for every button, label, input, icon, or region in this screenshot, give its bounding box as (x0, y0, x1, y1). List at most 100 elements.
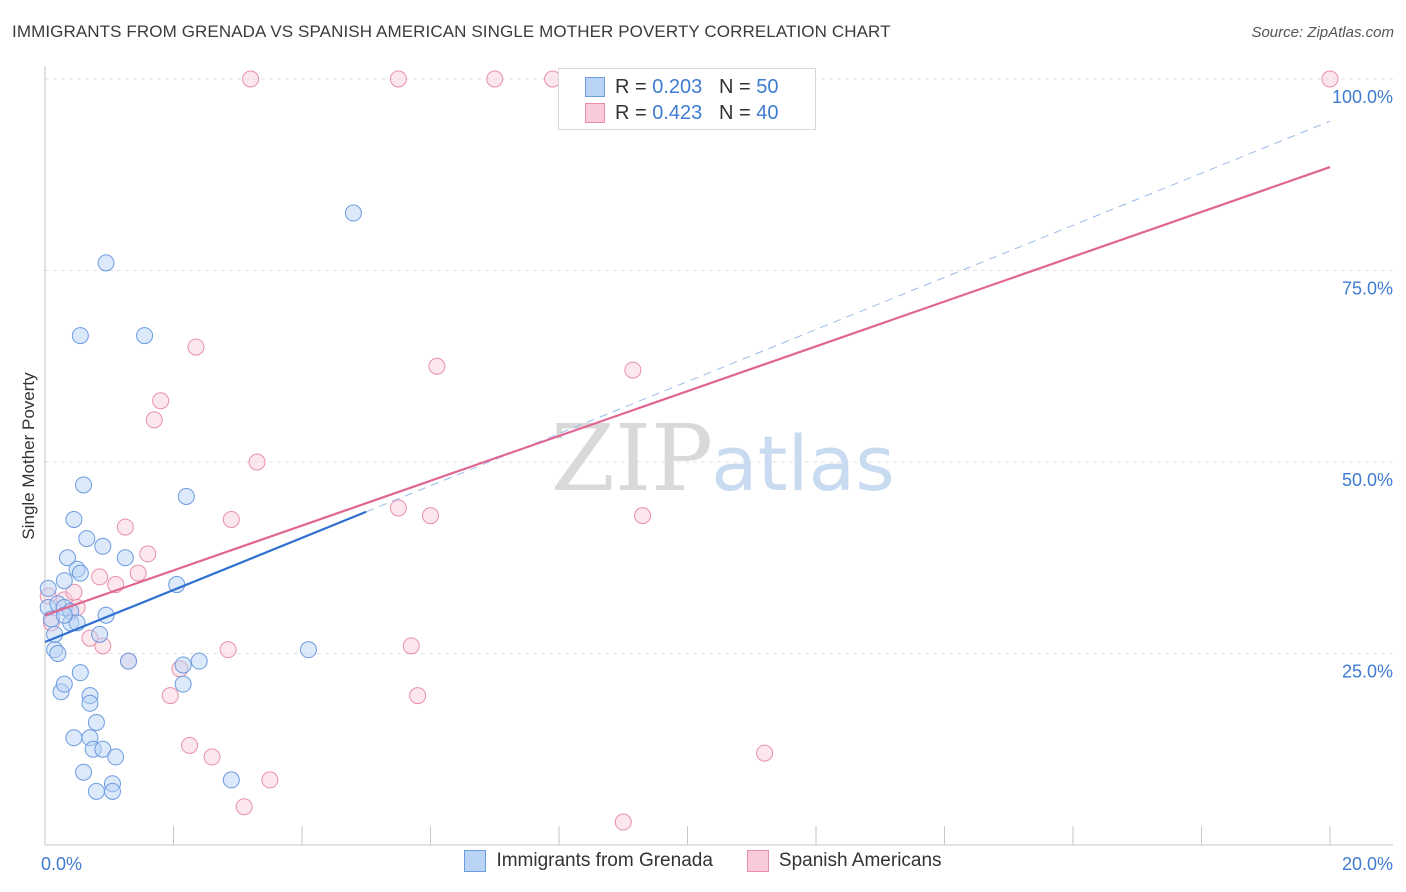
point-immigrants-from-grenada (55, 572, 73, 590)
point-spanish-americans (203, 748, 221, 766)
point-spanish-americans (242, 70, 260, 88)
point-immigrants-from-grenada (71, 327, 89, 345)
point-immigrants-from-grenada (174, 656, 192, 674)
point-spanish-americans (1321, 70, 1339, 88)
point-immigrants-from-grenada (39, 579, 57, 597)
point-immigrants-from-grenada (87, 713, 105, 731)
n-label: N = (718, 75, 751, 98)
point-spanish-americans (248, 453, 266, 471)
y-tick-label: 25.0% (1342, 662, 1393, 682)
point-immigrants-from-grenada (71, 564, 89, 582)
y-tick-labels: 25.0% 50.0% 75.0% 100.0% (1332, 87, 1393, 682)
point-spanish-americans (486, 70, 504, 88)
legend-swatch-pink (746, 850, 769, 872)
point-spanish-americans (116, 518, 134, 536)
point-immigrants-from-grenada (116, 549, 134, 567)
x-tick-labels: 0.0% 20.0% (41, 854, 1393, 874)
axes (44, 66, 1393, 846)
point-spanish-americans (139, 545, 157, 563)
point-immigrants-from-grenada (222, 771, 240, 789)
point-immigrants-from-grenada (103, 782, 121, 800)
point-immigrants-from-grenada (87, 782, 105, 800)
chart-title: IMMIGRANTS FROM GRENADA VS SPANISH AMERI… (12, 22, 891, 41)
point-spanish-americans (402, 637, 420, 655)
grid-lines (45, 78, 1393, 654)
point-immigrants-from-grenada (91, 625, 109, 643)
point-immigrants-from-grenada (94, 740, 112, 758)
legend-label: Spanish Americans (778, 850, 942, 871)
point-spanish-americans (624, 361, 642, 379)
point-immigrants-from-grenada (120, 652, 138, 670)
point-spanish-americans (145, 411, 163, 429)
legend-item-spanish[interactable]: Spanish Americans (746, 850, 942, 872)
point-immigrants-from-grenada (299, 641, 317, 659)
n-value: 40 (756, 101, 779, 124)
point-immigrants-from-grenada (81, 694, 99, 712)
point-spanish-americans (634, 507, 652, 525)
point-immigrants-from-grenada (94, 537, 112, 555)
point-spanish-americans (91, 568, 109, 586)
point-spanish-americans (756, 744, 774, 762)
point-immigrants-from-grenada (58, 549, 76, 567)
point-spanish-americans (389, 499, 407, 517)
n-label: N = (718, 101, 751, 124)
point-immigrants-from-grenada (49, 645, 67, 662)
trend-line-spanish-americans (44, 166, 1331, 617)
point-immigrants-from-grenada (78, 530, 96, 548)
r-label: R = (615, 101, 647, 124)
r-label: R = (615, 75, 647, 98)
point-spanish-americans (261, 771, 279, 789)
y-tick-label: 50.0% (1342, 470, 1393, 490)
point-immigrants-from-grenada (344, 204, 362, 222)
legend-label: Immigrants from Grenada (496, 850, 713, 871)
point-spanish-americans (235, 798, 253, 816)
point-immigrants-from-grenada (71, 664, 89, 682)
y-tick-label: 100.0% (1332, 87, 1393, 107)
point-spanish-americans (129, 564, 147, 582)
point-immigrants-from-grenada (65, 510, 83, 528)
point-immigrants-from-grenada (174, 675, 192, 693)
point-immigrants-from-grenada (55, 675, 73, 693)
point-immigrants-from-grenada (190, 652, 208, 670)
point-spanish-americans (422, 507, 439, 525)
point-spanish-americans (428, 357, 446, 375)
point-spanish-americans (222, 510, 240, 528)
point-spanish-americans (219, 641, 237, 659)
point-immigrants-from-grenada (97, 254, 115, 272)
point-spanish-americans (187, 338, 205, 356)
source-attribution: Source: ZipAtlas.com (1251, 24, 1394, 41)
point-spanish-americans (161, 687, 179, 705)
x-tick-label: 20.0% (1342, 854, 1393, 874)
point-immigrants-from-grenada (65, 729, 83, 747)
series-immigrants-from-grenada (39, 204, 362, 800)
watermark-atlas: atlas (711, 419, 895, 508)
series-legend: Immigrants from Grenada Spanish American… (0, 850, 1406, 872)
legend-item-grenada[interactable]: Immigrants from Grenada (464, 850, 713, 872)
r-value: 0.203 (652, 75, 703, 98)
watermark: ZIP atlas (551, 405, 895, 512)
legend-row-grenada: R = 0.203 N = 50 (585, 74, 778, 100)
n-value: 50 (756, 75, 779, 98)
legend-swatch-pink (585, 103, 605, 123)
point-spanish-americans (409, 687, 427, 705)
legend-swatch-blue (585, 77, 605, 97)
trend-lines (44, 120, 1331, 644)
watermark-zip: ZIP (551, 405, 713, 512)
legend-row-spanish: R = 0.423 N = 40 (585, 100, 778, 126)
point-immigrants-from-grenada (136, 327, 154, 345)
point-immigrants-from-grenada (177, 487, 195, 505)
x-tick-label: 0.0% (41, 854, 82, 874)
point-immigrants-from-grenada (75, 476, 93, 494)
y-tick-label: 75.0% (1342, 279, 1393, 299)
r-value: 0.423 (652, 101, 703, 124)
y-axis-label: Single Mother Poverty (19, 372, 38, 540)
point-spanish-americans (614, 813, 632, 831)
trend-line-grenada (44, 510, 367, 644)
point-spanish-americans (152, 392, 170, 410)
legend-swatch-blue (464, 850, 487, 872)
point-immigrants-from-grenada (75, 763, 93, 781)
point-immigrants-from-grenada (107, 748, 125, 766)
point-spanish-americans (181, 736, 199, 754)
point-spanish-americans (389, 70, 407, 88)
